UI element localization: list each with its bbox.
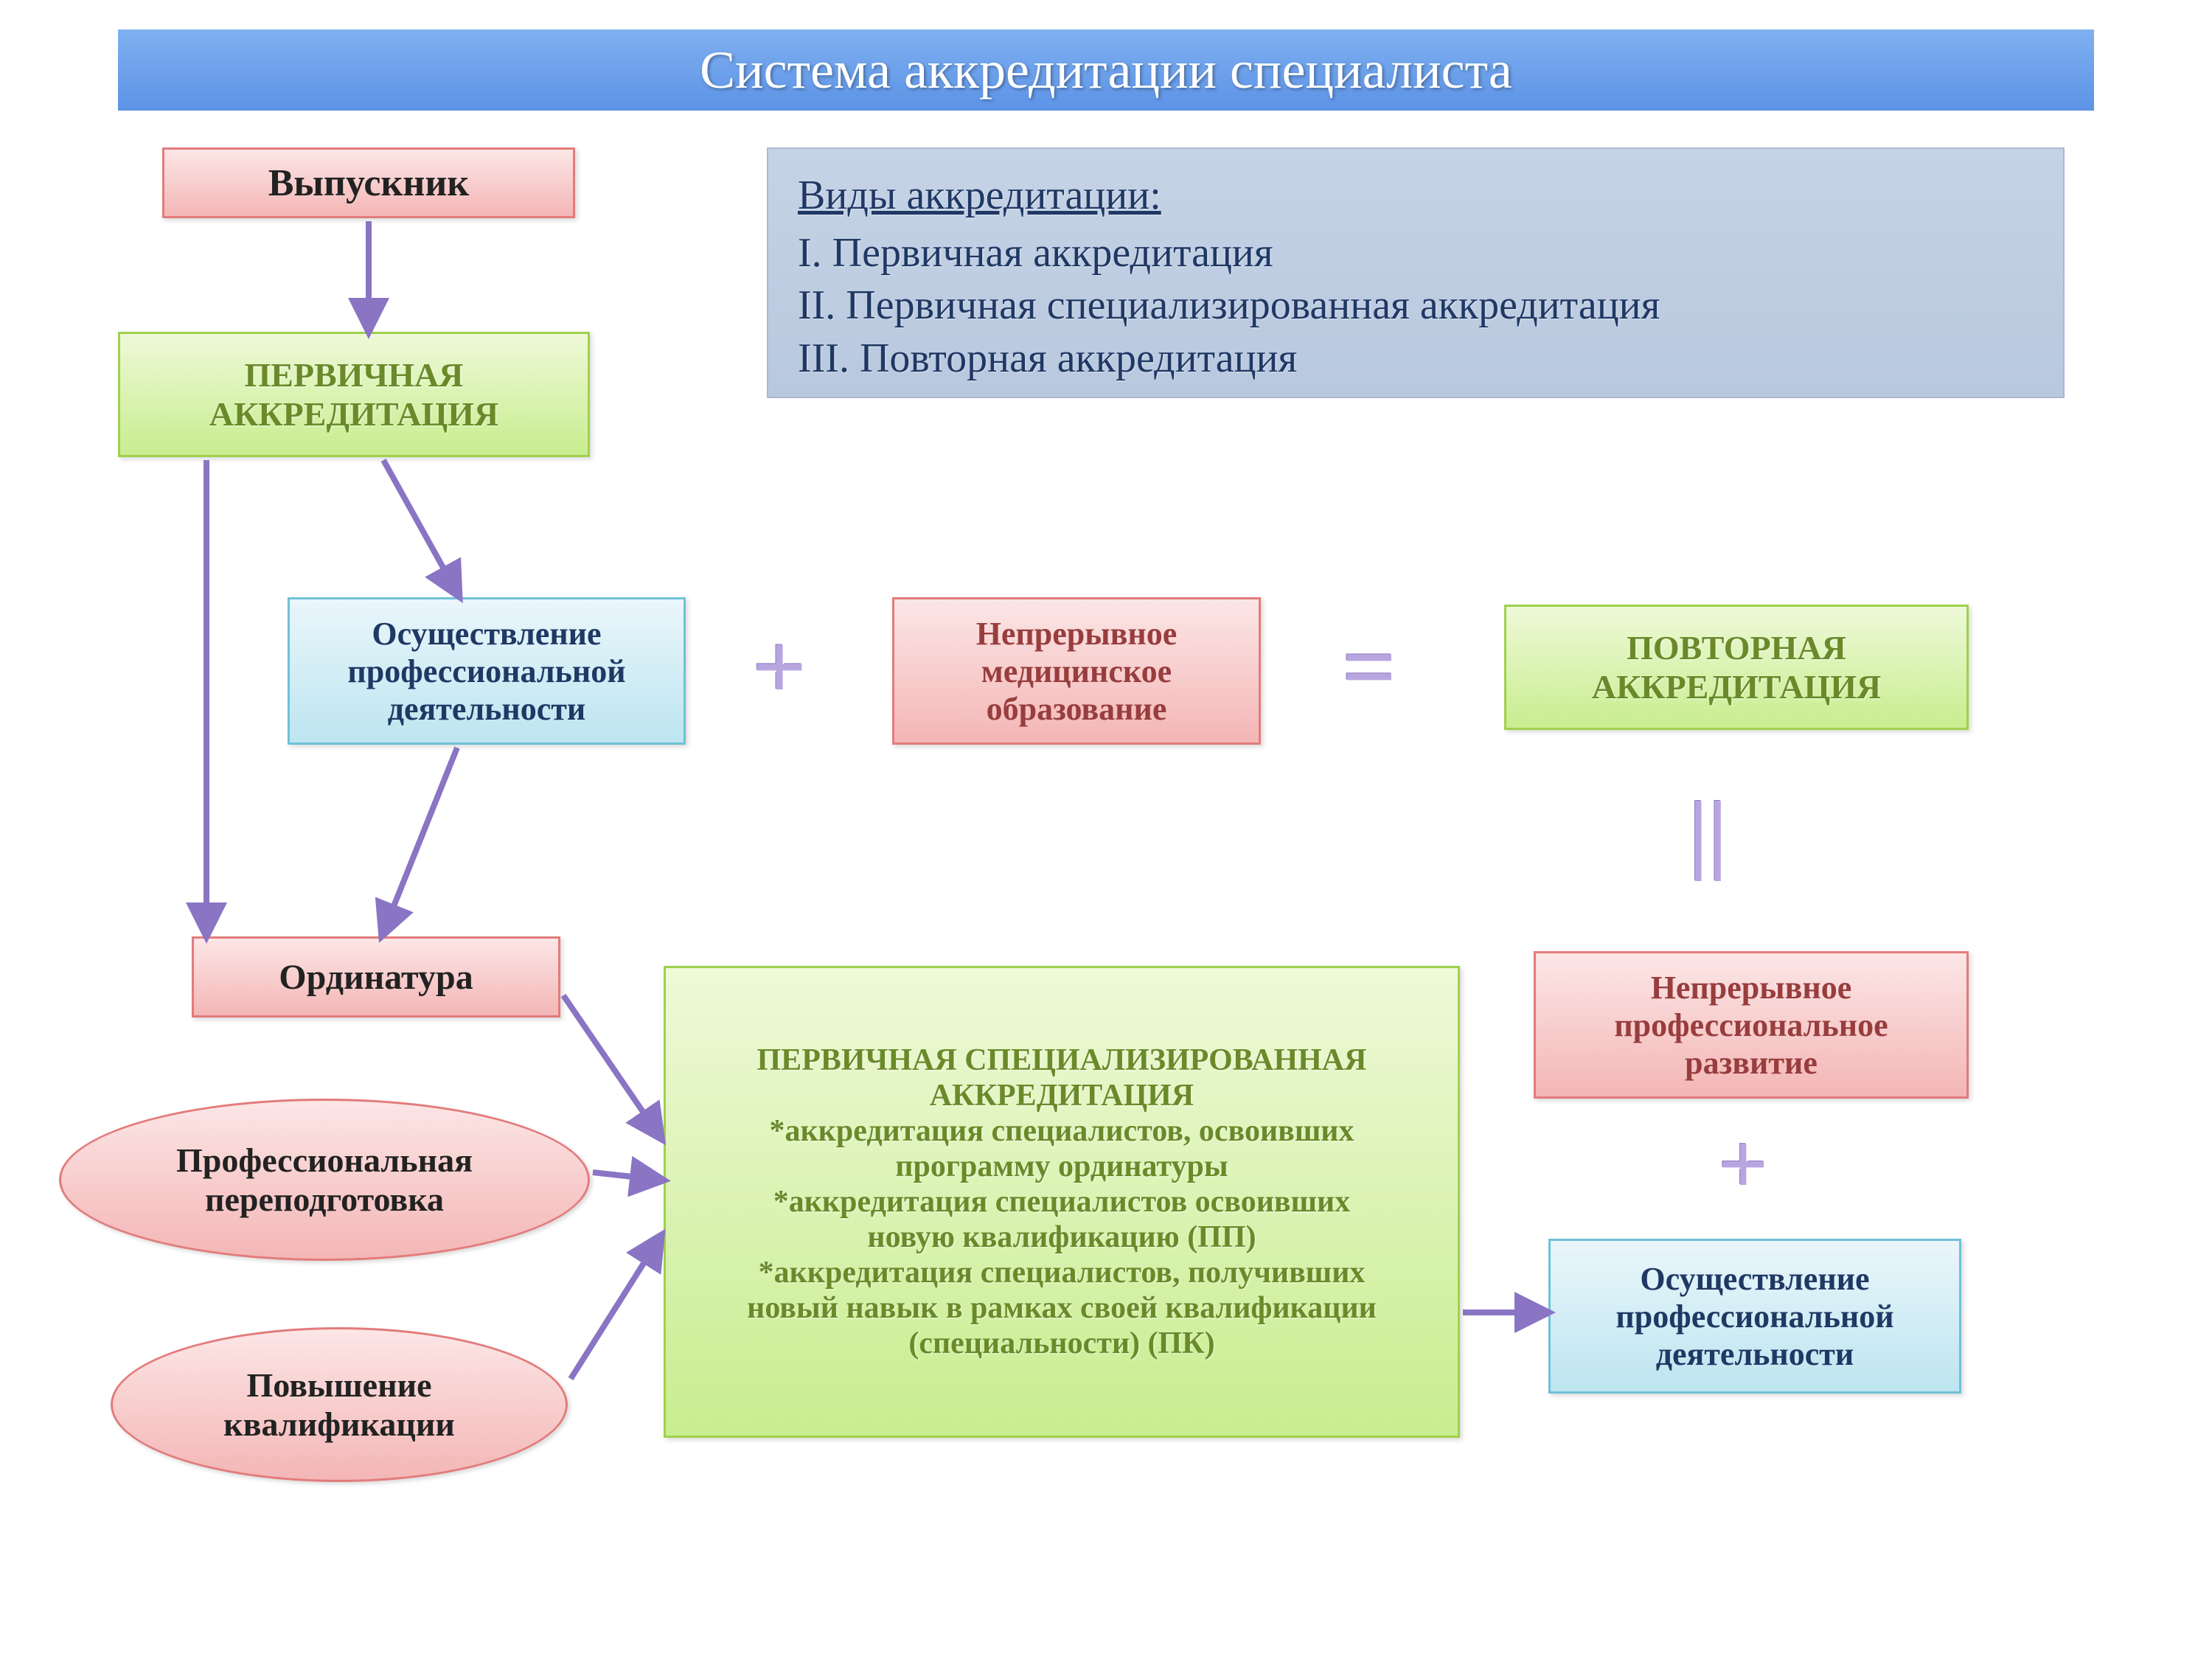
node-graduate: Выпускник (162, 147, 575, 218)
node-specialized-accreditation: ПЕРВИЧНАЯ СПЕЦИАЛИЗИРОВАННАЯ АККРЕДИТАЦИ… (664, 966, 1460, 1438)
bars-glyph: || (1688, 783, 1728, 881)
node-activity1-label: Осуществление профессиональной деятельно… (347, 615, 625, 728)
accreditation-types-panel: Виды аккредитации: I. Первичная аккредит… (767, 147, 2065, 398)
node-graduate-label: Выпускник (268, 161, 470, 205)
title-text: Система аккредитации специалиста (700, 40, 1512, 101)
node-continuous-medical-education: Непрерывное медицинское образование (892, 597, 1261, 745)
plus-icon-2: + (1718, 1113, 1768, 1215)
node-repeat-accreditation: ПОВТОРНАЯ АККРЕДИТАЦИЯ (1504, 605, 1969, 730)
type-item-1: I. Первичная аккредитация (798, 227, 2034, 280)
plus-icon-1: + (752, 612, 807, 723)
parallel-bars-icon: || (1688, 782, 1728, 883)
node-continuous-professional-development: Непрерывное профессиональное развитие (1534, 951, 1969, 1099)
types-heading: Виды аккредитации: (798, 170, 2034, 223)
node-primary-label: ПЕРВИЧНАЯ АККРЕДИТАЦИЯ (209, 355, 499, 434)
node-cme-label: Непрерывное медицинское образование (976, 615, 1178, 728)
arrow-4 (563, 995, 659, 1135)
plus1-glyph: + (752, 614, 807, 720)
node-professional-activity-1: Осуществление профессиональной деятельно… (288, 597, 686, 745)
node-activity2-label: Осуществление профессиональной деятельно… (1615, 1260, 1893, 1373)
arrow-6 (571, 1239, 659, 1379)
equals-glyph: = (1342, 614, 1397, 720)
node-primary-accreditation: ПЕРВИЧНАЯ АККРЕДИТАЦИЯ (118, 332, 590, 457)
node-professional-activity-2: Осуществление профессиональной деятельно… (1548, 1239, 1961, 1394)
equals-icon: = (1342, 612, 1397, 723)
node-repeat-label: ПОВТОРНАЯ АККРЕДИТАЦИЯ (1592, 628, 1882, 706)
node-upgrade-label: Повышение квалификации (135, 1366, 543, 1444)
node-retrain-label: Профессиональная переподготовка (83, 1141, 566, 1219)
type-item-2: II. Первичная специализированная аккреди… (798, 279, 2034, 333)
arrow-2 (383, 460, 457, 593)
node-ordinatura: Ординатура (192, 936, 560, 1018)
arrow-3 (383, 748, 457, 932)
plus2-glyph: + (1718, 1115, 1768, 1213)
arrow-5 (593, 1172, 659, 1180)
page-title: Система аккредитации специалиста (118, 29, 2094, 111)
node-qualification-upgrade: Повышение квалификации (111, 1327, 568, 1482)
node-professional-retraining: Профессиональная переподготовка (59, 1099, 590, 1261)
node-spec-label: ПЕРВИЧНАЯ СПЕЦИАЛИЗИРОВАННАЯ АККРЕДИТАЦИ… (747, 1043, 1377, 1361)
node-ordinatura-label: Ординатура (279, 957, 473, 998)
node-cpd-label: Непрерывное профессиональное развитие (1614, 969, 1888, 1082)
type-item-3: III. Повторная аккредитация (798, 333, 2034, 386)
